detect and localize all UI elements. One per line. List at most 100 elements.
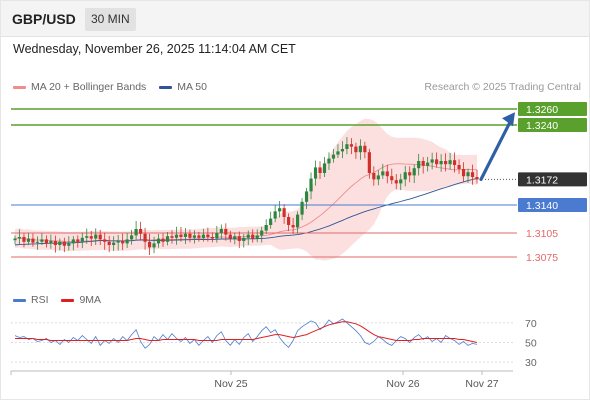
candle-body xyxy=(417,161,421,169)
candle-body xyxy=(53,241,57,245)
candle-body xyxy=(381,171,385,176)
symbol-label: GBP/USD xyxy=(12,11,76,27)
level-tag-1.3260: 1.3260 xyxy=(526,104,558,116)
source-credit: Research © 2025 Trading Central xyxy=(424,81,581,93)
candle-body xyxy=(444,161,448,165)
candle-body xyxy=(327,158,331,164)
candle-body xyxy=(103,239,107,242)
bollinger-band-fill xyxy=(15,118,477,261)
candle-body xyxy=(26,238,31,242)
candle-body xyxy=(89,236,93,239)
candle-body xyxy=(309,178,313,192)
legend-item-rsi: RSI xyxy=(13,294,49,306)
candle-body xyxy=(318,167,322,173)
candle-body xyxy=(264,225,268,231)
candle-body xyxy=(228,234,232,239)
candle-body xyxy=(179,234,183,237)
candle-body xyxy=(210,237,214,239)
candle-body xyxy=(138,229,143,234)
candle-body xyxy=(161,238,165,242)
candle-body xyxy=(192,235,197,238)
candle-body xyxy=(295,214,300,228)
rsi-series-rsi xyxy=(14,318,478,349)
candle-body xyxy=(287,217,291,225)
candle-body xyxy=(336,151,340,155)
level-tag-1.3140: 1.3140 xyxy=(526,200,558,212)
ma20-line xyxy=(14,163,478,243)
legend-swatch-9ma xyxy=(61,298,75,302)
ma50-line xyxy=(14,177,478,246)
candle-body xyxy=(475,177,479,180)
time-axis: Nov 25 Nov 26 Nov 27 xyxy=(10,370,513,390)
candle-body xyxy=(372,173,376,180)
candle-body xyxy=(430,159,434,163)
legend-label-ma20: MA 20 + Bollinger Bands xyxy=(31,81,147,93)
legend-swatch-ma20 xyxy=(13,85,26,89)
candle-body xyxy=(165,236,170,242)
candle-body xyxy=(116,241,120,243)
candle-body xyxy=(71,239,75,244)
candle-body xyxy=(130,235,134,240)
datetime-label: Wednesday, November 26, 2025 11:14:04 AM… xyxy=(13,42,296,56)
candle-body xyxy=(58,241,62,245)
rsi-tick-50: 50 xyxy=(525,337,537,349)
level-tag-1.3105: 1.3105 xyxy=(526,228,558,240)
candle-body xyxy=(457,165,461,169)
price-levels: 1.3260 1.3240 1.3172 1.3140 1.3105 1.3075 xyxy=(11,102,587,264)
timeframe-button[interactable]: 30 MIN xyxy=(85,8,136,31)
candle-body xyxy=(237,236,241,241)
candle-body xyxy=(94,234,98,239)
candle-body xyxy=(403,172,407,180)
candle-body xyxy=(170,236,174,238)
candle-body xyxy=(452,160,457,165)
candle-body xyxy=(291,225,295,228)
candle-body xyxy=(13,238,17,241)
candle-body xyxy=(206,234,210,237)
candle-body xyxy=(408,172,412,176)
candle-body xyxy=(367,152,371,173)
candle-body xyxy=(147,241,152,248)
candle-body xyxy=(466,172,470,177)
legend-swatch-rsi xyxy=(13,298,26,302)
candle-body xyxy=(174,234,179,238)
candle-body xyxy=(80,237,84,242)
candle-body xyxy=(67,243,71,246)
candle-body xyxy=(448,160,452,165)
legend-swatch-ma50 xyxy=(159,85,173,89)
candle-body xyxy=(17,237,22,239)
time-tick-nov-27: Nov 27 xyxy=(465,378,498,390)
level-tag-1.3240: 1.3240 xyxy=(526,120,558,132)
candle-body xyxy=(363,145,367,153)
candle-body xyxy=(62,241,66,246)
candle-body xyxy=(345,144,349,149)
candle-body xyxy=(233,236,237,239)
candle-body xyxy=(98,234,102,240)
candle-body xyxy=(394,180,398,184)
candle-body xyxy=(201,234,205,238)
candle-body xyxy=(85,236,89,238)
candle-body xyxy=(340,149,345,152)
candle-body xyxy=(461,169,466,177)
rsi-series-9ma xyxy=(15,321,478,343)
candle-body xyxy=(242,237,246,241)
candle-body xyxy=(385,171,389,177)
candle-body xyxy=(22,237,26,242)
candle-body xyxy=(49,241,53,244)
level-tag-1.3075: 1.3075 xyxy=(526,252,558,264)
legend-label-rsi: RSI xyxy=(31,294,49,306)
candle-body xyxy=(76,239,80,242)
candle-body xyxy=(112,242,116,245)
candle-body xyxy=(439,161,443,165)
level-tag-bg-1.3240 xyxy=(518,118,587,132)
time-tick-nov-25: Nov 25 xyxy=(214,378,247,390)
rsi-legend: RSI 9MA xyxy=(13,294,111,306)
candle-body xyxy=(349,144,354,147)
rsi-tick-70: 70 xyxy=(525,318,537,330)
candle-body xyxy=(40,239,44,242)
candle-body xyxy=(273,211,277,219)
level-tag-bg-1.3172 xyxy=(518,172,587,187)
candle-body xyxy=(246,234,250,238)
candle-body xyxy=(44,239,48,244)
candle-body xyxy=(282,208,286,217)
time-tick-nov-26: Nov 26 xyxy=(386,378,419,390)
